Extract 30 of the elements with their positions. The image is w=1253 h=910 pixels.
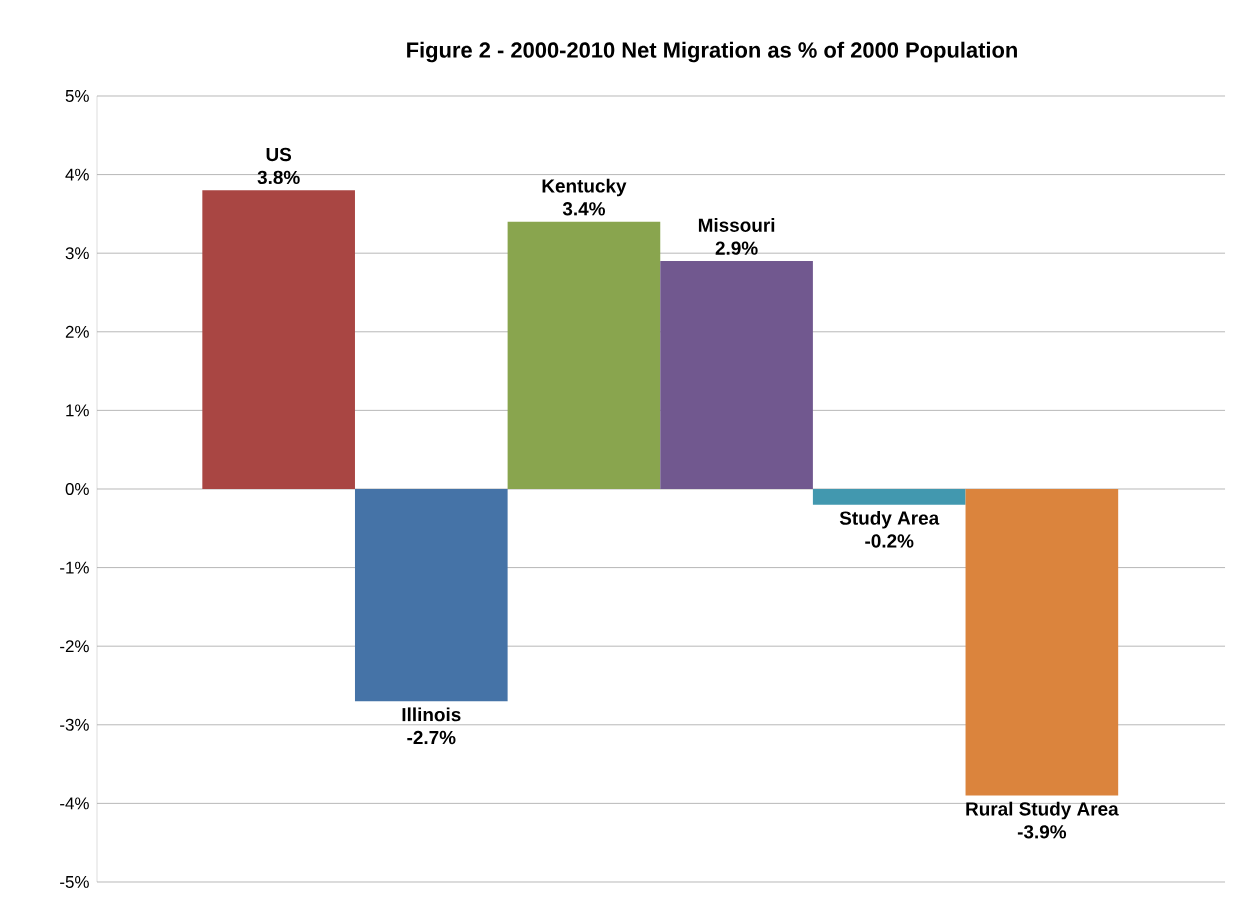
x-tick-label: US [266,147,292,162]
bar [354,488,508,702]
y-tick-label: -1% [60,561,89,574]
bar [507,221,661,489]
x-tick-label: Missouri [698,218,775,232]
y-tick-label: 0% [65,482,89,495]
x-tick-label: Study Area [839,510,940,529]
bar [812,488,966,505]
y-tick-label: -5% [60,876,89,888]
x-tick-label: Illinois [402,707,461,722]
bar [965,488,1119,796]
y-tick-label: 4% [65,168,89,181]
y-tick-label: -3% [60,718,89,731]
bar [202,190,355,489]
bar [660,261,813,489]
data-label: -0.2% [865,534,914,548]
y-tick-label: -4% [60,797,89,810]
x-tick-label: Rural Study Area [966,801,1119,820]
data-label: 3.4% [562,202,605,216]
x-tick-label: Kentucky [542,178,627,197]
chart-title: Figure 2 - 2000-2010 Net Migration as % of 2000 Population [407,41,1017,63]
y-tick-label: 2% [65,325,89,338]
y-tick-label: 1% [66,404,89,417]
data-label: -3.9% [1017,825,1067,839]
y-tick-label: 3% [65,247,89,260]
y-tick-label: 5% [65,90,89,102]
data-label: -2.7% [407,730,456,745]
data-label: 3.8% [257,170,300,185]
data-label: 2.9% [715,241,758,255]
y-tick-label: -2% [60,640,89,653]
